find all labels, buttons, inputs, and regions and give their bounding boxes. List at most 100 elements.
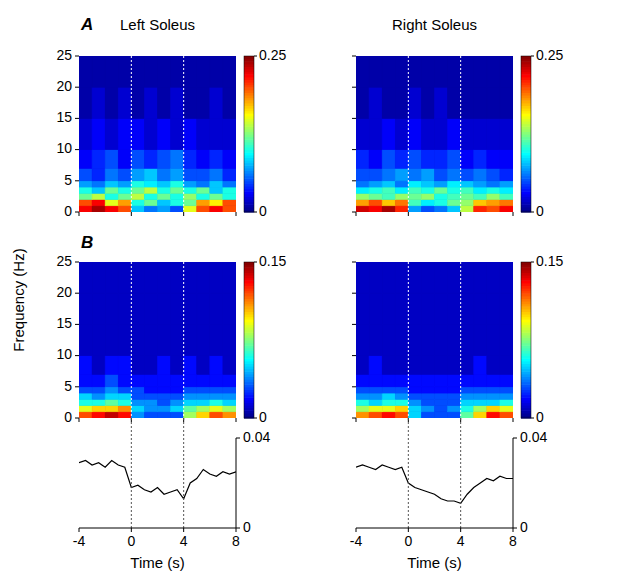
heatmap-cell <box>382 412 395 418</box>
colorbar-tick <box>531 418 534 419</box>
heatmap-cell <box>79 150 92 169</box>
heatmap-cell <box>487 293 500 324</box>
heatmap-cell <box>408 356 421 375</box>
y-tick <box>513 438 517 439</box>
heatmap-cell <box>92 118 105 149</box>
heatmap-cell <box>356 262 369 293</box>
heatmap-cell <box>356 393 369 399</box>
heatmap-cell <box>184 168 197 180</box>
heatmap-cell <box>223 412 236 418</box>
heatmap-cell <box>79 356 92 375</box>
heatmap-cell <box>158 200 171 206</box>
heatmap-cell <box>382 393 395 399</box>
heatmap-cell <box>171 374 184 386</box>
heatmap-cell <box>461 387 474 393</box>
heatmap-cell <box>435 374 448 386</box>
heatmap-cell <box>421 356 434 375</box>
heatmap-cell <box>184 56 197 87</box>
heatmap-cell <box>461 56 474 87</box>
heatmap-cell <box>448 406 461 412</box>
heatmap-cell <box>395 168 408 180</box>
colorbar-stripe <box>521 56 531 59</box>
heatmap-cell <box>500 399 513 405</box>
heatmap-cell <box>131 406 144 412</box>
heatmap-cell <box>131 193 144 199</box>
heatmap-cell <box>421 193 434 199</box>
y-tick-label: 0 <box>64 409 72 425</box>
heatmap-cell <box>356 387 369 393</box>
x-tick <box>408 212 409 216</box>
y-tick <box>75 118 79 119</box>
heatmap-cell <box>184 374 197 386</box>
heatmap-cell <box>210 56 223 87</box>
heatmap-cell <box>223 206 236 212</box>
heatmap-cell <box>474 200 487 206</box>
colorbar-label: 0 <box>259 203 267 219</box>
heatmap-cell <box>79 187 92 193</box>
heatmap-cell <box>487 56 500 87</box>
line-group <box>356 465 513 503</box>
heatmap-cell <box>144 193 157 199</box>
heatmap-cell <box>487 393 500 399</box>
heatmap-cell <box>197 150 210 169</box>
heatmap-cell <box>184 87 197 118</box>
panel-letter: B <box>81 233 93 252</box>
y-tick-label: 0.04 <box>243 429 270 445</box>
heatmap-cell <box>210 118 223 149</box>
heatmap-cell <box>158 193 171 199</box>
heatmap-cell <box>421 412 434 418</box>
heatmap-cell <box>382 399 395 405</box>
heatmap-cell <box>144 324 157 355</box>
heatmap-cell <box>369 56 382 87</box>
y-tick <box>352 180 356 181</box>
heatmap-cell <box>356 118 369 149</box>
heatmap-cell <box>461 118 474 149</box>
coherence-line <box>356 465 513 503</box>
heatmap-cell <box>382 118 395 149</box>
line-group <box>79 461 236 499</box>
heatmap-cell <box>356 150 369 169</box>
heatmap-cell <box>131 181 144 187</box>
y-tick <box>352 293 356 294</box>
heatmap-cell <box>144 262 157 293</box>
x-axis-title: Time (s) <box>407 554 461 571</box>
heatmap-cell <box>408 150 421 169</box>
heatmap-cell <box>461 399 474 405</box>
heatmap-cell <box>171 206 184 212</box>
heatmap-cell <box>474 262 487 293</box>
heatmap-cell <box>435 87 448 118</box>
heatmap-cell <box>448 87 461 118</box>
heatmap-cell <box>79 293 92 324</box>
heatmap-cell <box>448 412 461 418</box>
heatmap-cell <box>356 187 369 193</box>
heatmap-cell <box>158 187 171 193</box>
heatmap-cell <box>79 406 92 412</box>
heatmap-cell <box>408 187 421 193</box>
heatmap-cell <box>223 293 236 324</box>
heatmap-cell <box>197 56 210 87</box>
heatmap-cell <box>435 193 448 199</box>
heatmap-cell <box>223 374 236 386</box>
heatmap-cell <box>382 181 395 187</box>
heatmap-cell <box>92 374 105 386</box>
heatmap-cell <box>171 262 184 293</box>
heatmap-cell <box>487 181 500 187</box>
heatmap-cell <box>171 356 184 375</box>
heatmap-cell <box>197 374 210 386</box>
panel-title: Right Soleus <box>392 16 477 33</box>
heatmap-cell <box>395 200 408 206</box>
heatmap-cell <box>158 356 171 375</box>
heatmap-cell <box>118 118 131 149</box>
heatmap-cell <box>131 412 144 418</box>
heatmap-cell <box>158 262 171 293</box>
heatmap-cell <box>395 324 408 355</box>
heatmap-cell <box>223 56 236 87</box>
heatmap-cell <box>158 406 171 412</box>
y-tick-label: 0 <box>243 519 251 535</box>
colorbar-tick <box>254 262 257 263</box>
heatmap-cell <box>210 262 223 293</box>
heatmap-cell <box>369 118 382 149</box>
heatmap-cell <box>356 206 369 212</box>
heatmap-cell <box>131 87 144 118</box>
heatmap-cell <box>487 412 500 418</box>
